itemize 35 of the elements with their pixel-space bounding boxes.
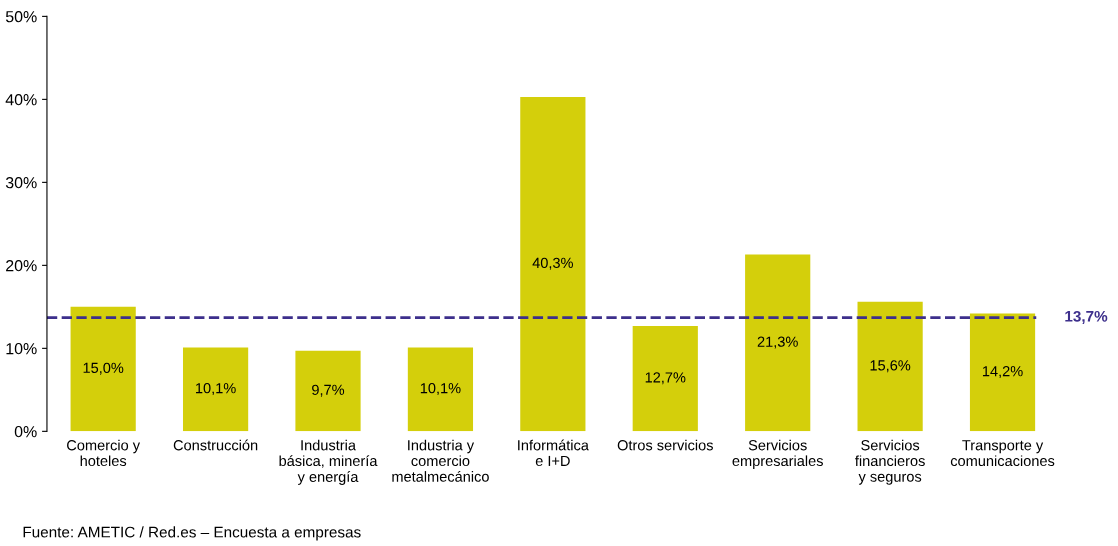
bar: [70, 306, 136, 432]
data-label: 15,6%: [870, 360, 911, 373]
bar: [632, 325, 698, 432]
data-label: 15,0%: [83, 362, 124, 375]
x-tick-label: Otros servicios: [617, 439, 713, 451]
ref-line-label: 13,7%: [1065, 310, 1108, 324]
bar: [857, 301, 923, 432]
y-tick-label: 50%: [5, 11, 37, 23]
bar: [745, 254, 811, 432]
source-note: Fuente: AMETIC / Red.es – Encuesta a empresas: [23, 526, 361, 541]
bar: [407, 347, 474, 432]
y-tick-label: 40%: [5, 94, 37, 106]
x-tick-label: Transporte y comunicaciones: [950, 440, 1055, 467]
x-tick-label: Construcción: [173, 439, 258, 451]
x-tick-label: Servicios empresariales: [732, 439, 823, 469]
bar: [295, 350, 361, 432]
data-label: 9,7%: [312, 384, 345, 397]
bar: [182, 347, 249, 432]
data-label: 10,1%: [196, 383, 236, 396]
x-tick-label: Informática e I+D: [518, 439, 589, 467]
data-label: 10,1%: [420, 383, 461, 396]
data-label: 40,3%: [532, 257, 574, 270]
x-tick-label: Industria y comercio metalmecánico: [392, 439, 489, 482]
data-label: 12,7%: [645, 372, 686, 385]
x-tick-label: Servicios financieros y seguros: [855, 439, 925, 485]
bar: [520, 96, 586, 432]
x-tick-label: Industria básica, minería y energía: [279, 439, 378, 485]
y-tick-label: 30%: [5, 177, 37, 189]
data-label: 14,2%: [982, 366, 1023, 379]
x-tick-label: Comercio y hoteles: [67, 439, 141, 467]
y-tick-label: 10%: [6, 342, 37, 355]
data-label: 21,3%: [757, 336, 798, 349]
y-tick-label: 20%: [6, 259, 37, 272]
y-tick-label: 0%: [14, 425, 37, 438]
bar: [969, 313, 1036, 432]
